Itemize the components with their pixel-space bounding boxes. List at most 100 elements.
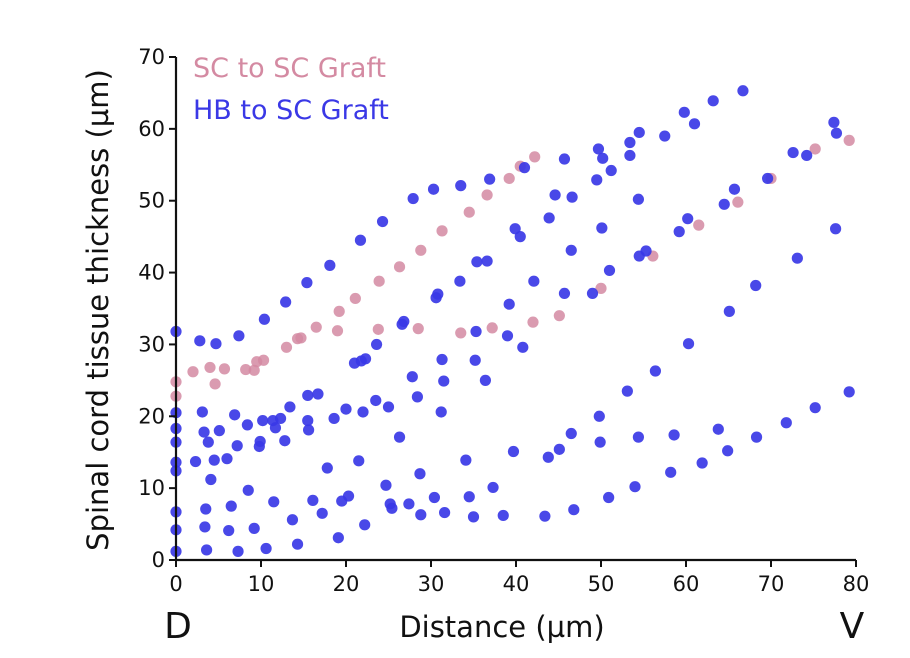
data-point	[497, 509, 509, 522]
data-point	[312, 388, 324, 400]
data-point	[565, 427, 577, 440]
data-point	[321, 462, 333, 474]
data-point	[603, 264, 616, 277]
data-point	[693, 219, 705, 231]
data-point	[455, 327, 467, 339]
x-tick-label: 80	[843, 572, 870, 596]
data-point	[187, 366, 199, 378]
data-point	[586, 287, 599, 300]
data-point	[787, 146, 799, 159]
data-point	[415, 509, 427, 521]
data-point	[274, 412, 287, 425]
data-point	[843, 386, 855, 398]
data-point	[213, 425, 225, 437]
data-point	[301, 277, 313, 289]
data-point	[198, 426, 210, 438]
data-point	[248, 522, 260, 534]
data-point	[632, 193, 645, 205]
data-point	[229, 409, 241, 421]
data-point	[218, 363, 231, 375]
data-point	[232, 545, 244, 557]
data-point	[357, 406, 369, 418]
data-point	[427, 183, 440, 195]
data-point	[568, 504, 580, 516]
data-point	[527, 316, 539, 328]
data-point	[481, 189, 493, 201]
data-point	[718, 198, 730, 210]
data-point	[624, 149, 636, 162]
data-point	[558, 153, 571, 165]
data-point	[603, 491, 615, 504]
data-point	[707, 95, 719, 107]
data-point	[688, 118, 701, 130]
data-point	[428, 491, 440, 504]
data-point	[403, 498, 415, 510]
data-point	[248, 364, 260, 376]
data-point	[415, 244, 427, 256]
data-point	[331, 325, 344, 337]
data-point	[632, 431, 645, 443]
data-point	[678, 106, 690, 118]
data-point	[553, 443, 565, 455]
data-point	[549, 189, 561, 201]
data-point	[592, 143, 605, 155]
y-tick-label: 0	[152, 548, 165, 572]
data-point	[254, 435, 266, 448]
data-point	[340, 403, 352, 415]
y-tick-label: 40	[138, 261, 165, 285]
data-point	[529, 151, 541, 163]
data-point	[439, 506, 451, 519]
data-point	[302, 414, 314, 427]
data-point	[332, 532, 344, 544]
x-axis-end-label-left: D	[164, 606, 192, 647]
data-point	[342, 490, 355, 502]
data-point	[411, 391, 423, 403]
data-point	[257, 354, 270, 366]
x-tick-label: 40	[503, 572, 530, 596]
data-point	[280, 341, 293, 353]
data-point	[210, 338, 222, 350]
data-point	[295, 332, 307, 344]
data-point	[593, 410, 605, 422]
points-layer	[170, 85, 855, 557]
data-point	[382, 401, 395, 413]
data-point	[302, 389, 314, 402]
data-point	[307, 494, 319, 506]
legend-entry-hb-to-sc-graft: HB to SC Graft	[193, 95, 389, 126]
data-point	[353, 455, 365, 467]
data-point	[269, 422, 282, 434]
data-point	[503, 298, 515, 310]
data-point	[460, 454, 472, 466]
data-point	[223, 524, 235, 537]
y-axis-title: Spinal cord tissue thickness (µm)	[81, 69, 115, 551]
data-point	[258, 313, 270, 325]
data-point	[830, 127, 843, 139]
data-point	[696, 457, 708, 469]
data-point	[503, 172, 515, 185]
data-point	[414, 468, 426, 480]
data-point	[231, 440, 243, 452]
y-axis-ticks: 0 10 20 30 40 50 60 70	[138, 45, 176, 572]
data-point	[221, 453, 233, 465]
data-point	[438, 375, 450, 387]
data-point	[354, 234, 367, 246]
data-point	[528, 275, 540, 287]
data-point	[791, 252, 803, 264]
data-point	[732, 196, 744, 208]
data-point	[280, 296, 292, 308]
data-point	[649, 365, 662, 377]
data-point	[432, 288, 444, 300]
x-axis-end-label-right: V	[840, 606, 865, 647]
data-point	[189, 455, 202, 468]
data-point	[291, 538, 304, 550]
data-point	[553, 310, 565, 322]
data-point	[225, 500, 237, 512]
y-tick-label: 30	[138, 332, 165, 356]
x-axis-title: Distance (µm)	[399, 610, 604, 644]
data-point	[349, 292, 361, 305]
data-point	[624, 136, 636, 149]
data-point	[286, 514, 299, 526]
data-point	[436, 353, 448, 366]
data-point	[406, 371, 418, 383]
